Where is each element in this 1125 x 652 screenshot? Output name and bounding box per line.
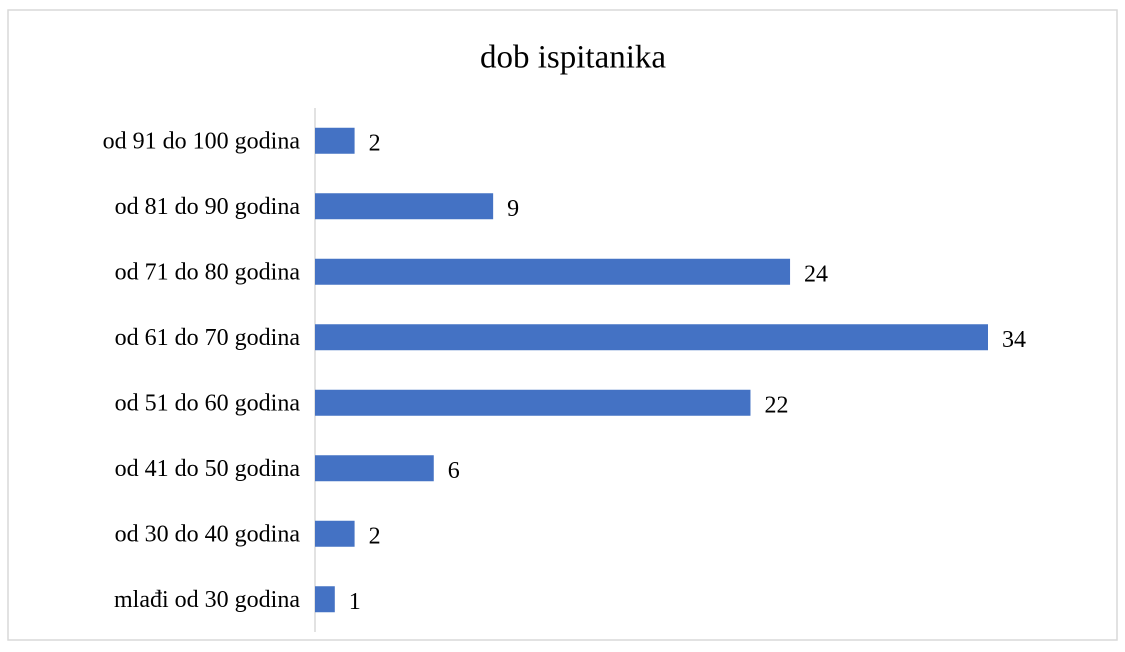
data-label: 34 <box>1002 327 1026 353</box>
data-label: 2 <box>369 523 381 549</box>
bar <box>315 520 355 547</box>
y-tick-label: od 51 do 60 godina <box>115 390 301 416</box>
y-tick-label: od 41 do 50 godina <box>115 456 301 482</box>
y-tick-label: od 81 do 90 godina <box>115 194 301 220</box>
y-tick-label: od 71 do 80 godina <box>115 259 301 285</box>
y-tick-label: mlađi od 30 godina <box>114 587 300 613</box>
bar <box>315 127 355 154</box>
data-label: 6 <box>448 458 460 484</box>
bar <box>315 586 335 613</box>
bar <box>315 324 988 351</box>
y-tick-label: od 30 do 40 godina <box>115 521 301 547</box>
data-label: 24 <box>804 261 828 287</box>
data-label: 2 <box>369 130 381 156</box>
data-label: 22 <box>764 392 788 418</box>
y-tick-label: od 91 do 100 godina <box>103 128 301 154</box>
bar <box>315 193 494 220</box>
bar <box>315 455 434 482</box>
data-label: 1 <box>349 589 361 615</box>
y-tick-label: od 61 do 70 godina <box>115 325 301 351</box>
bar <box>315 258 791 285</box>
bar <box>315 389 751 416</box>
data-label: 9 <box>507 196 519 222</box>
chart-title: dob ispitanika <box>480 40 666 76</box>
